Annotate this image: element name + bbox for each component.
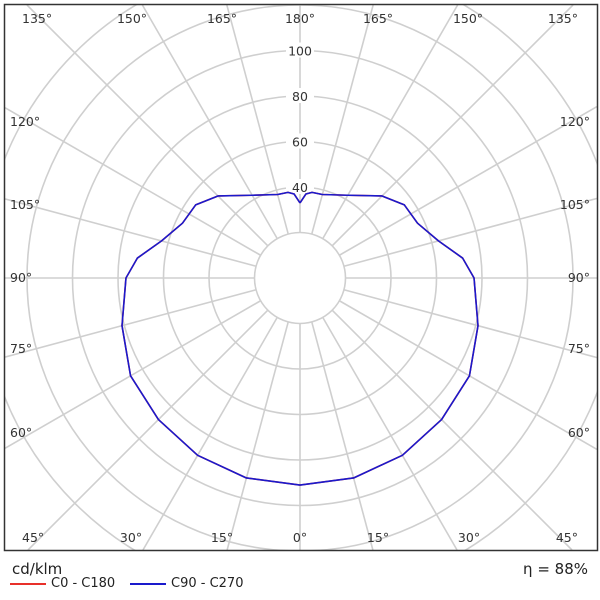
grid-spoke (343, 197, 597, 267)
radial-tick-label: 40 (292, 180, 308, 195)
grid-spoke (5, 106, 261, 256)
angle-label: 45° (22, 530, 44, 545)
series-line-c90-c270 (121, 191, 479, 486)
tick-label-bg (286, 133, 314, 149)
angle-label: 105° (560, 197, 590, 212)
angle-label: 165° (363, 11, 393, 26)
curves (121, 191, 479, 486)
unit-label: cd/klm (12, 560, 63, 578)
grid-spoke (226, 321, 289, 550)
radial-tick-label: 60 (292, 135, 308, 150)
angle-label: 15° (367, 530, 389, 545)
grid-spoke (322, 317, 458, 550)
angle-label: 75° (568, 341, 590, 356)
angle-label: 135° (22, 11, 52, 26)
tick-label-bg (286, 179, 314, 194)
angle-label: 150° (117, 11, 147, 26)
angle-labels: 135° 150° 165° 180° 165° 150° 135° 45° 30° 15° 0° 1… (10, 11, 590, 545)
angle-label: 60° (10, 425, 32, 440)
legend-label: C0 - C180 (51, 576, 116, 591)
grid-spoke (331, 309, 573, 550)
angle-label: 120° (10, 114, 40, 129)
angle-label: 75° (10, 341, 32, 356)
grid-spoke (26, 5, 269, 247)
angle-label: 90° (10, 270, 32, 285)
grid-spoke (5, 300, 261, 450)
angle-label: 180° (285, 11, 315, 26)
plot-frame (3, 3, 599, 552)
grid-spoke (5, 289, 257, 358)
grid-spoke (311, 321, 374, 550)
angle-label: 0° (293, 530, 307, 545)
grid-spoke (331, 5, 574, 247)
grid-spoke (311, 5, 374, 235)
angle-label: 120° (560, 114, 590, 129)
angle-label: 135° (548, 11, 578, 26)
grid-ring (253, 231, 347, 325)
grid-spoke (141, 5, 278, 239)
tick-label-bg (286, 88, 314, 103)
grid-spoke (322, 5, 459, 239)
grid-spoke (142, 317, 278, 550)
angle-label: 30° (120, 530, 142, 545)
radial-tick-labels: 40 60 80 100 (286, 42, 314, 195)
tick-label-bg (286, 42, 314, 58)
radial-tick-label: 100 (288, 44, 312, 59)
angle-label: 45° (556, 530, 578, 545)
radial-tick-label: 80 (292, 89, 308, 104)
angle-label: 30° (458, 530, 480, 545)
angle-label: 90° (568, 270, 590, 285)
angle-label: 60° (568, 425, 590, 440)
grid-spoke (27, 309, 269, 550)
angle-label: 105° (10, 197, 40, 212)
legend-swatch-blue (130, 582, 166, 585)
grid-spoke (339, 105, 597, 256)
legend-label: C90 - C270 (171, 576, 244, 591)
grid-spoke (226, 5, 289, 235)
angle-label: 15° (211, 530, 233, 545)
efficiency-label: η = 88% (523, 560, 588, 578)
grid-spoke (343, 289, 597, 359)
legend-item-c0-c180: C0 - C180 (10, 576, 115, 591)
legend-item-c90-c270: C90 - C270 (130, 576, 243, 591)
angle-label: 165° (207, 11, 237, 26)
angle-label: 150° (453, 11, 483, 26)
grid-spoke (339, 300, 597, 451)
legend-swatch-red (10, 582, 46, 585)
grid-spoke (5, 198, 257, 267)
